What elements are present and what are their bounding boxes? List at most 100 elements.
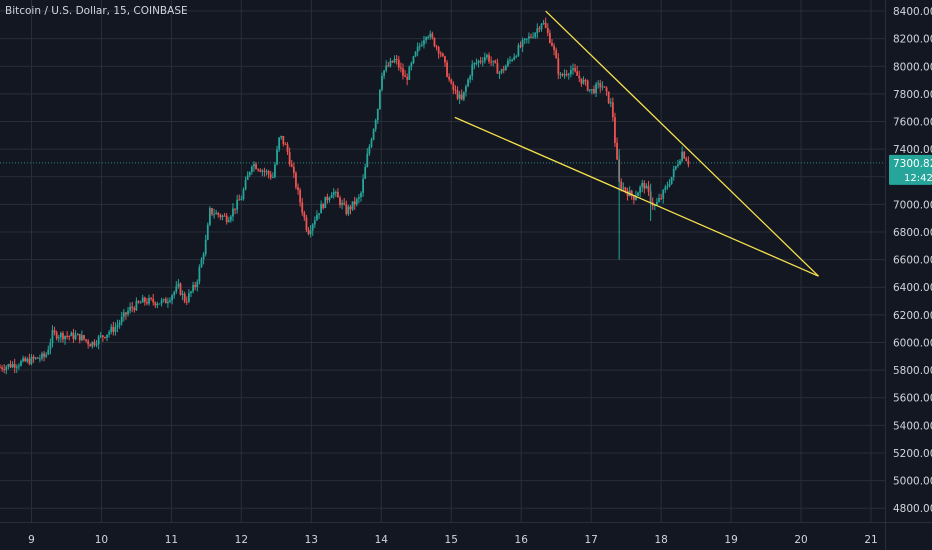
candle-body bbox=[206, 224, 209, 240]
candle-body bbox=[576, 71, 579, 76]
candle-body bbox=[158, 303, 161, 305]
candle-body bbox=[288, 151, 291, 165]
y-tick-label: 6400.00 bbox=[893, 282, 932, 294]
candle-body bbox=[253, 164, 255, 167]
candle-body bbox=[670, 176, 673, 184]
candle-body bbox=[326, 196, 329, 201]
candle-body bbox=[452, 83, 455, 90]
candle-body bbox=[80, 335, 83, 341]
candle-body bbox=[494, 60, 497, 63]
candle-body bbox=[429, 33, 432, 37]
candle-body bbox=[280, 135, 283, 138]
candle-body bbox=[444, 56, 446, 63]
candle-body bbox=[202, 254, 205, 260]
candle-body bbox=[385, 65, 388, 71]
candle-body bbox=[106, 334, 108, 338]
candle-body bbox=[290, 164, 293, 167]
candle-body bbox=[504, 65, 507, 71]
y-tick-label: 7400.00 bbox=[893, 144, 932, 156]
candle-body bbox=[38, 358, 41, 360]
candle-body bbox=[496, 62, 499, 74]
candle-body bbox=[561, 74, 564, 76]
candle-body bbox=[481, 61, 484, 63]
candle-body bbox=[479, 60, 482, 62]
candle-body bbox=[674, 166, 677, 170]
candle-body bbox=[192, 285, 194, 292]
x-tick-label: 16 bbox=[515, 534, 529, 546]
candle-body bbox=[647, 185, 650, 192]
candle-body bbox=[244, 179, 247, 190]
candle-body bbox=[200, 259, 203, 268]
candle-body bbox=[70, 332, 73, 337]
candle-body bbox=[572, 68, 574, 70]
candle-body bbox=[311, 224, 314, 231]
candle-body bbox=[439, 53, 442, 55]
candle-body bbox=[242, 189, 245, 200]
candle-body bbox=[316, 214, 318, 221]
candle-body bbox=[76, 333, 79, 336]
candle-body bbox=[341, 202, 344, 206]
candle-body bbox=[397, 59, 400, 68]
candle-body bbox=[360, 192, 362, 198]
candle-body bbox=[307, 229, 310, 235]
candle-body bbox=[513, 56, 516, 60]
current-price-label-box bbox=[889, 154, 932, 185]
candle-body bbox=[391, 60, 394, 63]
candle-body bbox=[236, 199, 239, 210]
candle-body bbox=[590, 89, 593, 91]
candle-body bbox=[574, 68, 576, 72]
candle-body bbox=[540, 23, 543, 30]
candle-body bbox=[120, 316, 123, 323]
candle-body bbox=[97, 336, 100, 345]
candle-body bbox=[477, 60, 480, 63]
candle-body bbox=[551, 42, 553, 46]
y-tick-label: 8000.00 bbox=[893, 61, 932, 73]
candle-body bbox=[586, 80, 589, 91]
candle-body bbox=[87, 340, 90, 345]
chart-title: Bitcoin / U.S. Dollar, 15, COINBASE bbox=[5, 5, 188, 17]
candle-body bbox=[43, 353, 45, 357]
candle-body bbox=[299, 189, 302, 203]
candle-body bbox=[635, 195, 637, 200]
candle-body bbox=[47, 349, 50, 355]
candle-body bbox=[616, 142, 618, 160]
candle-body bbox=[116, 324, 119, 328]
candle-body bbox=[160, 300, 163, 304]
candle-body bbox=[557, 58, 560, 75]
candle-body bbox=[595, 83, 597, 94]
candle-body bbox=[271, 177, 274, 179]
candle-body bbox=[223, 215, 226, 217]
candle-body bbox=[599, 83, 602, 88]
candle-body bbox=[72, 332, 75, 340]
candle-body bbox=[578, 75, 581, 79]
candle-body bbox=[7, 364, 10, 367]
candle-body bbox=[502, 69, 505, 71]
candle-body bbox=[521, 40, 524, 47]
candle-body bbox=[456, 90, 459, 99]
candle-body bbox=[255, 164, 257, 170]
candle-body bbox=[261, 170, 264, 172]
candle-body bbox=[465, 86, 467, 92]
candle-body bbox=[580, 78, 583, 84]
candle-body bbox=[584, 79, 587, 81]
candle-body bbox=[473, 63, 476, 65]
candle-body bbox=[91, 341, 94, 347]
candle-body bbox=[93, 341, 96, 345]
candle-body bbox=[15, 366, 18, 368]
candle-body bbox=[89, 344, 92, 347]
candle-body bbox=[553, 45, 555, 50]
candle-body bbox=[26, 358, 29, 362]
candle-body bbox=[28, 358, 31, 365]
candle-body bbox=[641, 182, 644, 187]
candle-body bbox=[187, 293, 190, 302]
candle-body bbox=[349, 206, 352, 210]
candle-body bbox=[653, 205, 656, 207]
candle-body bbox=[78, 333, 81, 341]
candle-body bbox=[488, 55, 490, 62]
candle-body bbox=[154, 302, 157, 306]
candle-body bbox=[418, 45, 421, 47]
candle-body bbox=[179, 283, 182, 295]
candle-body bbox=[221, 215, 224, 218]
candle-body bbox=[454, 89, 457, 91]
